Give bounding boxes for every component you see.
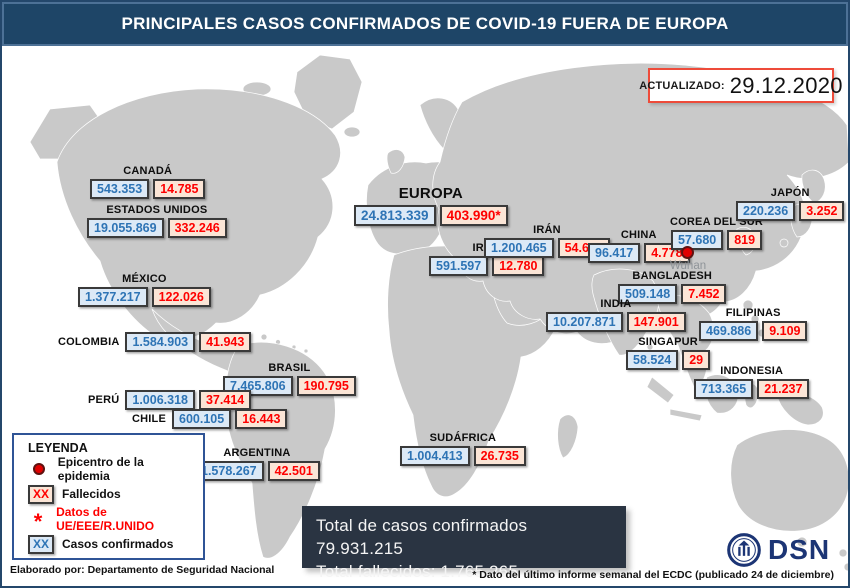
totals-confirmed: Total de casos confirmados 79.931.215 [316,516,528,558]
updated-label: ACTUALIZADO: [639,79,725,92]
asterisk-icon: * [33,509,43,534]
legend-title: LEYENDA [28,441,88,455]
confirmed-value: 591.597 [429,256,489,276]
dsn-logo: DSN [726,532,830,568]
country-label: IRÁN [533,224,561,236]
legend-item-epicenter: Epicentro de la epidemia [28,455,195,483]
confirmed-value: 220.236 [736,201,796,221]
country-cluster-singapur: SINGAPUR 58.524 29 [626,336,711,370]
dsn-emblem-icon [727,533,761,567]
country-cluster-mexico: MÉXICO 1.377.217 122.026 [78,273,211,307]
country-cluster-europa: EUROPA 24.813.339 403.990* [354,185,508,226]
confirmed-value: 1.578.267 [194,461,264,481]
deaths-value: 403.990* [439,205,508,226]
deaths-value: 42.501 [267,461,320,481]
confirmed-value: 469.886 [699,321,759,341]
country-label: BANGLADESH [632,270,713,282]
country-label: CANADÁ [123,165,173,177]
deaths-value: 26.735 [473,446,526,466]
epicenter-dot-icon [33,463,45,475]
credits-text: Elaborado por: Departamento de Seguridad… [10,564,275,576]
epicenter-marker-icon [681,246,694,259]
totals-deaths: Total fallecidos: 1.765.265 [316,562,518,581]
country-label: SUDÁFRICA [429,432,497,444]
country-label: INDIA [600,298,632,310]
legend: LEYENDA Epicentro de la epidemia XX Fall… [12,433,205,560]
updated-date: 29.12.2020 [729,72,843,98]
country-label: FILIPINAS [725,307,781,319]
confirmed-value: 509.148 [618,284,678,304]
legend-item-eu-data: * Datos de UE/EEE/R.UNIDO [28,505,195,534]
deaths-value: 819 [727,230,763,250]
country-label: PERÚ [88,394,120,406]
confirmed-sample-icon: XX [28,534,54,554]
confirmed-value: 1.584.903 [125,332,196,352]
confirmed-value: 10.207.871 [546,312,623,332]
country-label: CHILE [132,413,166,425]
title-bar: PRINCIPALES CASOS CONFIRMADOS DE COVID-1… [2,2,848,46]
country-cluster-colombia: COLOMBIA 1.584.903 41.943 [58,332,252,352]
dsn-wordmark: DSN [768,534,831,565]
confirmed-value: 96.417 [588,243,641,263]
confirmed-value: 713.365 [694,379,754,399]
confirmed-value: 57.680 [670,230,724,250]
confirmed-value: 1.200.465 [484,238,554,258]
country-label: ARGENTINA [223,447,291,459]
country-label: BRASIL [268,362,311,374]
country-cluster-argentina: ARGENTINA 1.578.267 42.501 [194,447,320,481]
deaths-value: 190.795 [296,376,356,396]
country-label: JAPÓN [770,187,810,199]
deaths-value: 29 [682,350,711,370]
country-cluster-corea-del-sur: COREA DEL SUR 57.680 819 [670,216,763,250]
totals-panel: Total de casos confirmados 79.931.215 To… [302,506,626,581]
deaths-value: 16.443 [235,409,288,429]
deaths-sample-icon: XX [28,484,54,504]
country-cluster-japon: JAPÓN 220.236 3.252 [736,187,845,221]
deaths-value: 122.026 [151,287,211,307]
country-cluster-sudafrica: SUDÁFRICA 1.004.413 26.735 [400,432,526,466]
legend-item-confirmed: XX Casos confirmados [28,534,195,554]
confirmed-value: 19.055.869 [87,218,164,238]
confirmed-value: 543.353 [90,179,150,199]
page-title: PRINCIPALES CASOS CONFIRMADOS DE COVID-1… [121,14,729,33]
country-cluster-india: INDIA 10.207.871 147.901 [546,298,686,332]
country-label: EUROPA [398,185,463,202]
country-cluster-canada: CANADÁ 543.353 14.785 [90,165,206,199]
deaths-value: 41.943 [199,332,252,352]
legend-item-deaths: XX Fallecidos [28,484,195,504]
country-cluster-chile: CHILE 600.105 16.443 [132,409,288,429]
country-cluster-estados-unidos: ESTADOS UNIDOS 19.055.869 332.246 [87,204,227,238]
deaths-value: 14.785 [153,179,206,199]
confirmed-value: 58.524 [626,350,679,370]
country-label: ESTADOS UNIDOS [106,204,208,216]
deaths-value: 37.414 [198,390,252,410]
country-cluster-bangladesh: BANGLADESH 509.148 7.452 [618,270,727,304]
country-cluster-peru: PERÚ 1.006.318 37.414 [88,390,252,410]
country-label: SINGAPUR [638,336,698,348]
confirmed-value: 1.006.318 [125,390,195,410]
country-cluster-indonesia: INDONESIA 713.365 21.237 [694,365,810,399]
footnote-text: * Dato del último informe semanal del EC… [472,569,834,581]
deaths-value: 12.780 [492,256,545,276]
deaths-value: 9.109 [762,321,808,341]
confirmed-value: 1.004.413 [400,446,470,466]
confirmed-value: 24.813.339 [354,205,436,226]
country-label: CHINA [620,229,657,241]
epicenter-label: Wuhan [669,260,707,272]
updated-box: ACTUALIZADO: 29.12.2020 [639,68,843,103]
deaths-value: 7.452 [681,284,727,304]
confirmed-value: 600.105 [172,409,232,429]
confirmed-value: 1.377.217 [78,287,148,307]
country-label: INDONESIA [720,365,784,377]
deaths-value: 21.237 [757,379,810,399]
country-label: COLOMBIA [58,336,120,348]
deaths-value: 3.252 [799,201,845,221]
country-label: MÉXICO [122,273,167,285]
deaths-value: 147.901 [626,312,686,332]
deaths-value: 332.246 [167,218,227,238]
country-cluster-filipinas: FILIPINAS 469.886 9.109 [699,307,808,341]
